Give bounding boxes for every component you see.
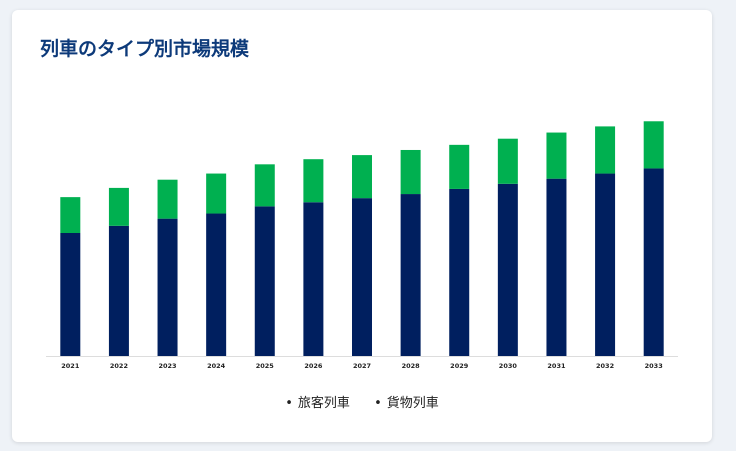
bar-chart: 2021 2022 2023 2024 2025 2026 2027 2028 2029 2030… bbox=[46, 121, 678, 370]
bar-freight-2023 bbox=[157, 179, 178, 219]
bar-passenger-2022 bbox=[108, 225, 129, 356]
x-tick-label: 2022 bbox=[110, 362, 128, 370]
bar-passenger-2028 bbox=[400, 194, 421, 356]
legend-item-freight: • 貨物列車 bbox=[374, 392, 439, 411]
x-tick-label: 2025 bbox=[256, 362, 275, 370]
x-tick-label: 2031 bbox=[547, 362, 566, 370]
legend-bullet: • bbox=[285, 396, 293, 411]
bar-freight-2032 bbox=[595, 126, 616, 174]
bar-passenger-2033 bbox=[643, 168, 664, 356]
legend-label: 貨物列車 bbox=[386, 396, 439, 411]
bar-passenger-2023 bbox=[157, 218, 178, 356]
chart-card: 列車のタイプ別市場規模 2021 2022 2023 2024 2025 2026 2027… bbox=[12, 10, 712, 442]
bar-freight-2029 bbox=[449, 144, 470, 189]
bar-freight-2027 bbox=[352, 155, 372, 199]
x-tick-label: 2023 bbox=[158, 362, 176, 370]
x-tick-label: 2030 bbox=[499, 362, 518, 370]
x-tick-label: 2021 bbox=[61, 362, 80, 370]
x-tick-label: 2027 bbox=[353, 362, 371, 370]
bar-freight-2024 bbox=[206, 173, 227, 214]
legend-bullet: • bbox=[374, 396, 382, 411]
bar-passenger-2027 bbox=[352, 198, 372, 356]
legend: • 旅客列車 • 貨物列車 bbox=[12, 392, 712, 411]
bar-passenger-2032 bbox=[595, 173, 616, 356]
bar-freight-2025 bbox=[254, 164, 275, 207]
bar-group bbox=[60, 121, 664, 356]
bar-passenger-2031 bbox=[546, 178, 567, 356]
x-tick-label: 2026 bbox=[304, 362, 323, 370]
bar-passenger-2029 bbox=[449, 188, 470, 356]
x-tick-label: 2032 bbox=[596, 362, 614, 370]
legend-label: 旅客列車 bbox=[297, 396, 350, 411]
bar-freight-2033 bbox=[643, 121, 664, 169]
legend-item-passenger: • 旅客列車 bbox=[285, 392, 350, 411]
x-tick-label: 2029 bbox=[450, 362, 469, 370]
bar-passenger-2021 bbox=[60, 233, 81, 356]
x-tick-label: 2033 bbox=[645, 362, 663, 370]
x-tick-labels: 2021 2022 2023 2024 2025 2026 2027 2028 2029 2030… bbox=[61, 362, 662, 370]
bar-freight-2021 bbox=[60, 197, 81, 233]
bar-passenger-2026 bbox=[303, 202, 324, 356]
bar-passenger-2030 bbox=[497, 183, 518, 356]
chart-title: 列車のタイプ別市場規模 bbox=[40, 38, 250, 60]
bar-passenger-2025 bbox=[254, 206, 275, 356]
bar-freight-2026 bbox=[303, 159, 324, 203]
bar-freight-2028 bbox=[400, 149, 421, 195]
bar-freight-2022 bbox=[108, 187, 129, 226]
x-tick-label: 2028 bbox=[402, 362, 421, 370]
bar-freight-2030 bbox=[497, 138, 518, 184]
x-tick-label: 2024 bbox=[207, 362, 226, 370]
bar-passenger-2024 bbox=[206, 213, 227, 356]
bar-freight-2031 bbox=[546, 132, 567, 179]
